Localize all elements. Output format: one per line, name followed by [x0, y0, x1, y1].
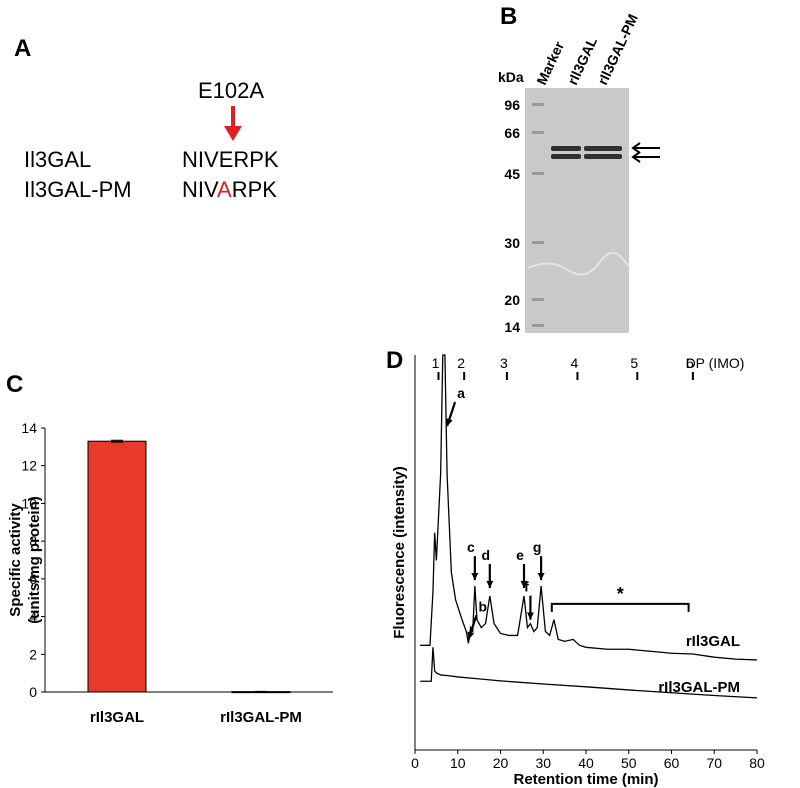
series-label: rIl3GAL-PM: [658, 679, 740, 696]
residues: RPK: [232, 177, 278, 202]
peak-label: b: [478, 598, 487, 614]
top-tick-label: 3: [500, 355, 508, 371]
panel-label: C: [6, 371, 23, 398]
gel-artifact: [527, 252, 629, 276]
y-axis-label: (units/mg protein): [26, 496, 43, 624]
marker-label: 14: [504, 319, 520, 335]
peak-arrow-head: [446, 418, 453, 427]
x-tick-label: 40: [578, 755, 594, 771]
y-tick-label: 8: [29, 533, 37, 549]
top-tick-label: 1: [432, 355, 440, 371]
unit-label: kDa: [498, 69, 524, 85]
x-tick-label: 50: [621, 755, 637, 771]
range-bracket: [550, 602, 690, 612]
marker-label: 20: [504, 292, 520, 308]
top-tick-label: 5: [630, 355, 638, 371]
peak-arrow-head: [471, 572, 479, 581]
marker-bands: [532, 103, 544, 327]
residue: E: [219, 147, 234, 172]
mutation-label: E102A: [198, 78, 264, 103]
arrow-head: [224, 126, 242, 141]
y-tick-label: 14: [21, 420, 37, 436]
x-tick-label: rIl3GAL-PM: [220, 709, 302, 726]
top-tick-label: 4: [571, 355, 579, 371]
marker-label: 96: [504, 97, 520, 113]
y-tick-label: 6: [29, 571, 37, 587]
series-label: rIl3GAL: [686, 633, 740, 650]
x-tick-label: 70: [706, 755, 722, 771]
x-tick-label: 10: [450, 755, 466, 771]
peak-label: c: [467, 539, 475, 555]
panel-label: D: [386, 347, 403, 374]
sequence: NIVARPK: [182, 177, 277, 202]
protein-bands: [551, 146, 622, 159]
y-tick-label: 12: [21, 458, 37, 474]
peak-label: g: [533, 539, 542, 555]
data-line: [420, 354, 758, 661]
y-tick-label: 10: [21, 495, 37, 511]
peak-label: f: [524, 579, 529, 595]
y-tick-label: 2: [29, 646, 37, 662]
top-axis-label: DP (IMO): [686, 355, 745, 371]
x-tick-label: 20: [493, 755, 509, 771]
x-axis-label: Retention time (min): [514, 771, 659, 788]
residues: RPK: [233, 147, 279, 172]
error-bar: [111, 439, 123, 443]
x-tick-label: 0: [411, 755, 419, 771]
x-tick-label: 80: [749, 755, 765, 771]
band-arrows: [631, 142, 660, 163]
peak-label: a: [457, 385, 465, 401]
lane-label: rIl3GAL-PM: [594, 11, 641, 87]
marker-label: 30: [504, 235, 520, 251]
row-name: Il3GAL-PM: [24, 177, 132, 202]
mutated-residue: A: [217, 177, 232, 202]
sequence: NIVERPK: [182, 147, 279, 172]
peak-arrow-head: [467, 631, 475, 640]
top-tick-label: 2: [457, 355, 465, 371]
bar: [87, 440, 147, 693]
lane-label: Marker: [533, 38, 567, 87]
panel-label: B: [500, 3, 517, 30]
data-line: [420, 647, 758, 699]
peak-arrow-head: [526, 612, 534, 620]
range-label: *: [617, 584, 624, 604]
row-name: Il3GAL: [24, 147, 91, 172]
residues: NIV: [182, 177, 219, 202]
y-axis-label: Fluorescence (intensity): [391, 466, 408, 639]
peak-label: e: [516, 547, 524, 563]
y-tick-label: 0: [29, 684, 37, 700]
peak-arrow-head: [486, 580, 494, 589]
y-tick-label: 4: [29, 609, 37, 625]
y-axis-label: Specific activity: [7, 503, 24, 617]
peak-arrow-head: [537, 572, 545, 581]
marker-label: 45: [504, 166, 520, 182]
x-tick-label: 30: [535, 755, 551, 771]
top-tick-label: 6: [686, 355, 694, 371]
x-tick-label: rIl3GAL: [90, 709, 144, 726]
marker-label: 66: [504, 125, 520, 141]
panel-label: A: [14, 35, 31, 62]
peak-label: d: [482, 547, 491, 563]
x-tick-label: 60: [664, 755, 680, 771]
gel: [525, 88, 629, 333]
peak-arrow-head: [520, 580, 528, 589]
residues: NIV: [182, 147, 219, 172]
